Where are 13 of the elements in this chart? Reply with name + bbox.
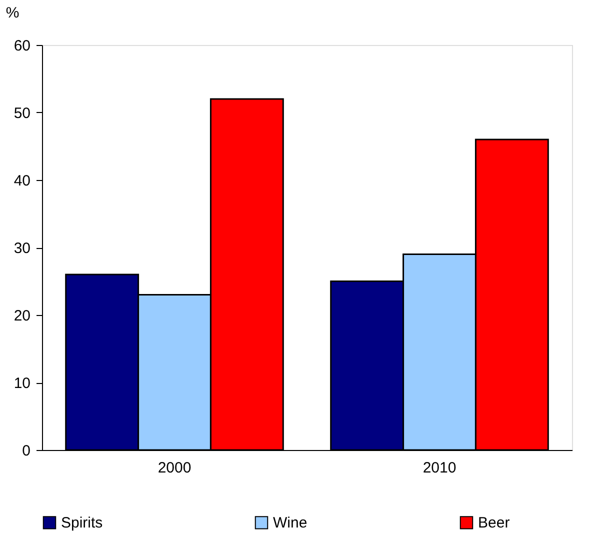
y-tick-label: 10 <box>14 375 30 392</box>
x-tick-label: 2010 <box>422 460 456 476</box>
y-axis-title: % <box>6 4 20 22</box>
y-tick-label: 50 <box>14 105 30 122</box>
legend-label: Spirits <box>61 514 103 532</box>
legend-label: Beer <box>478 514 510 532</box>
legend-label: Wine <box>273 514 308 532</box>
y-tick-label: 30 <box>14 240 30 257</box>
y-tick-label: 0 <box>22 442 30 460</box>
y-tick-label: 40 <box>14 172 30 190</box>
x-tick-label: 2000 <box>158 460 192 476</box>
y-tick-label: 60 <box>14 38 30 54</box>
y-tick-label: 20 <box>14 308 30 324</box>
